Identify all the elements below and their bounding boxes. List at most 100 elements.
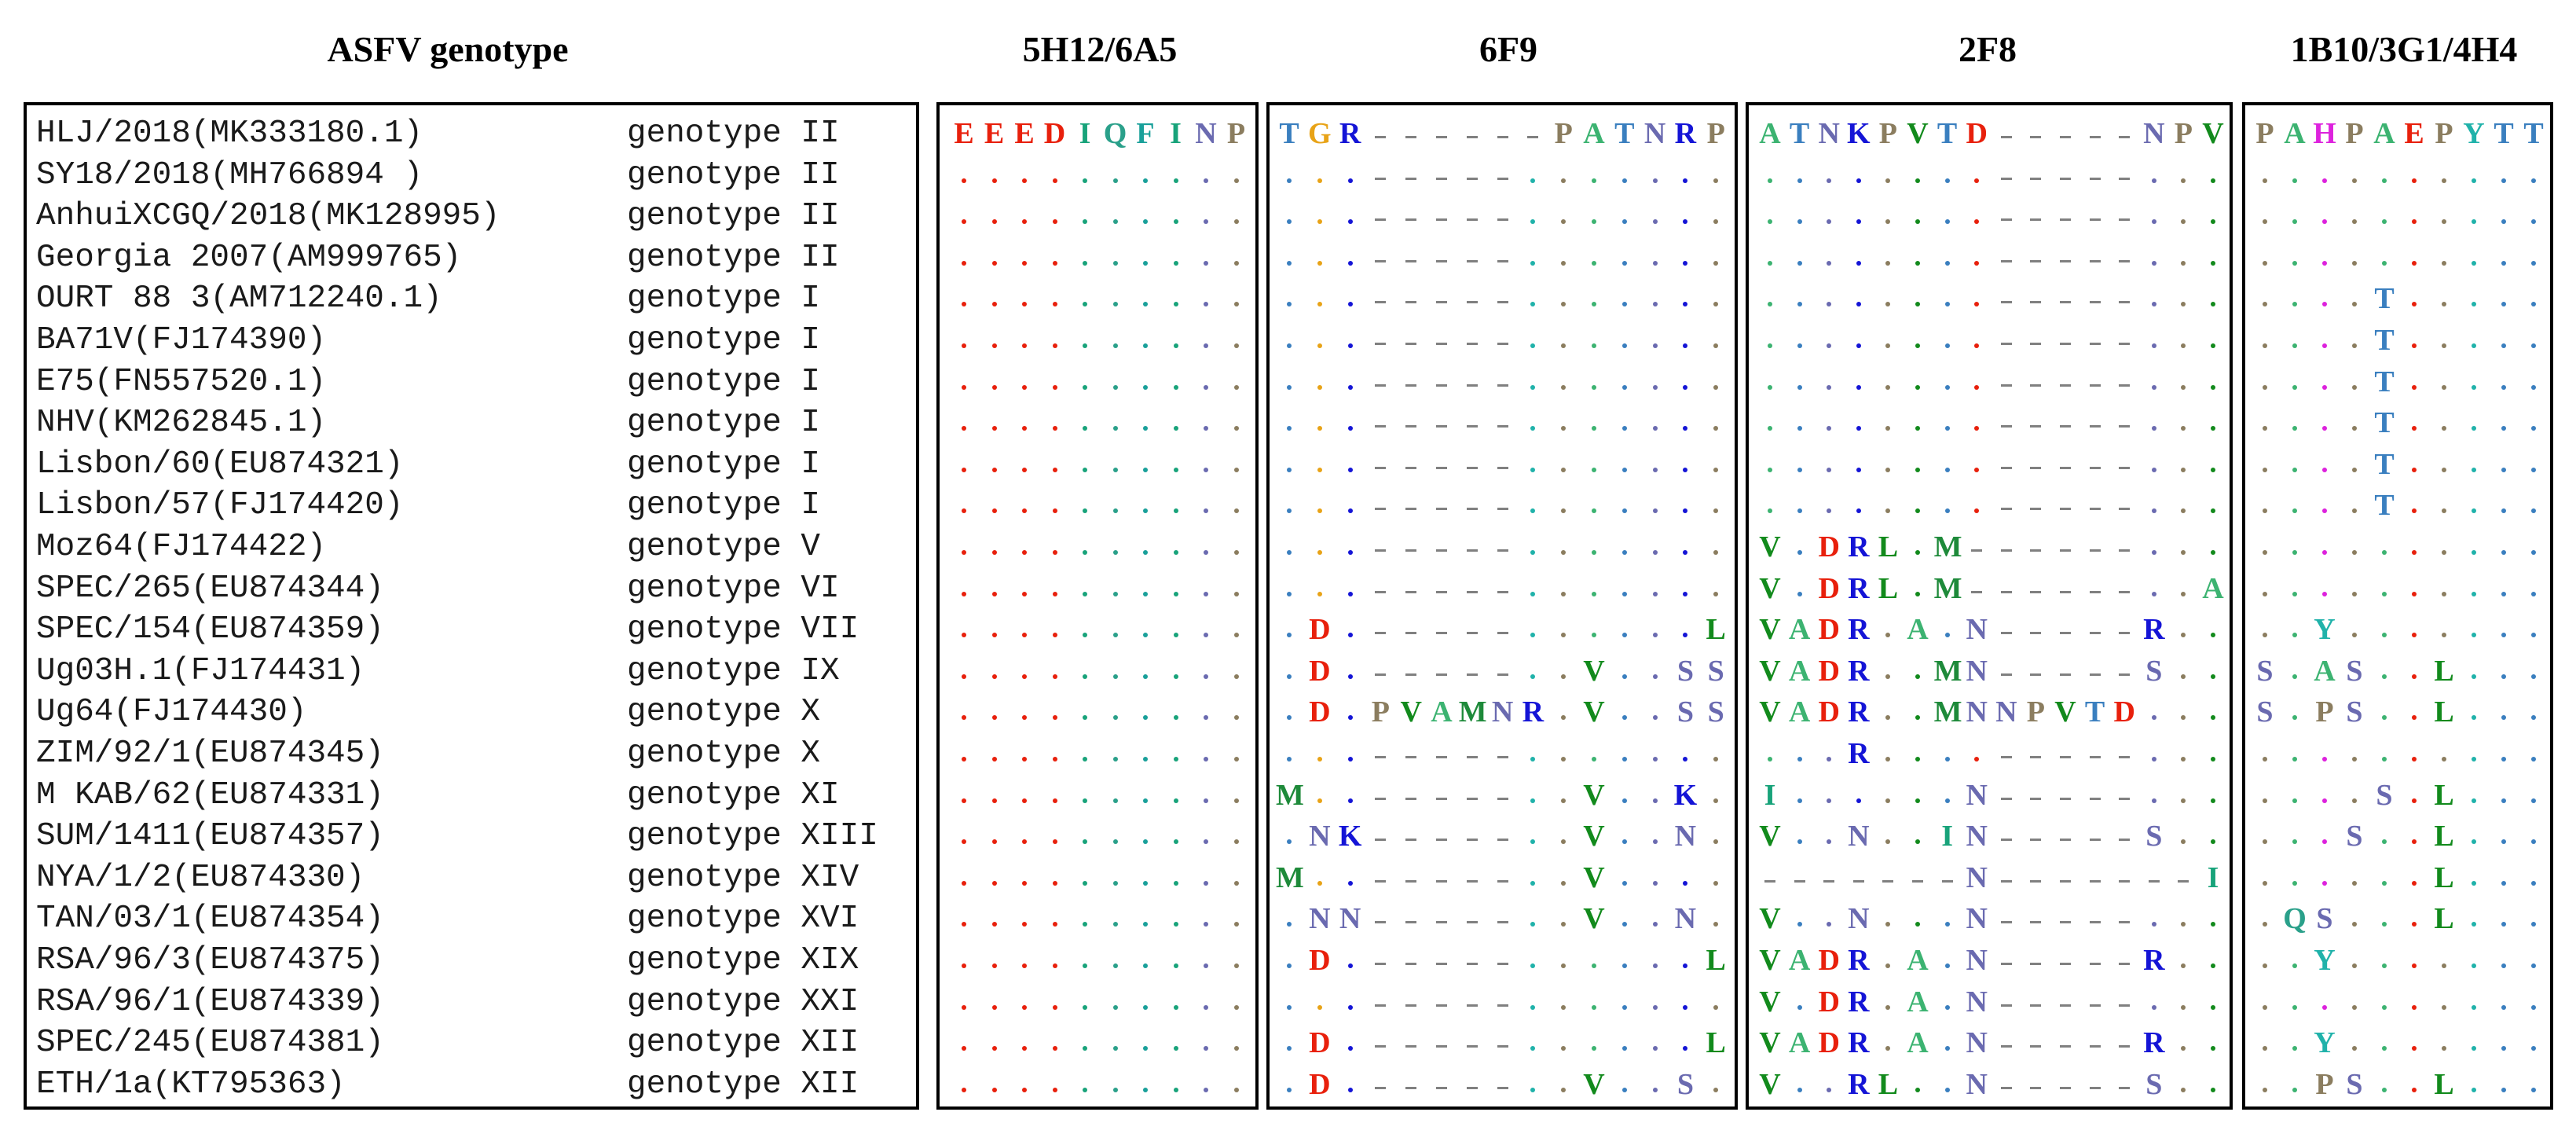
identity-dot xyxy=(1337,607,1364,651)
identity-dot-mark xyxy=(991,673,997,679)
identity-dot xyxy=(2431,401,2457,445)
identity-dot xyxy=(2461,401,2487,445)
identity-dot-mark xyxy=(2472,426,2476,431)
identity-dot xyxy=(1702,856,1729,900)
identity-dot-mark xyxy=(2211,633,2215,638)
identity-dot-mark xyxy=(1561,839,1566,845)
identity-dot-mark xyxy=(2151,343,2156,348)
identity-dot xyxy=(1132,153,1159,197)
identity-dot-mark xyxy=(2211,260,2215,266)
residue: M xyxy=(1933,571,1962,605)
identity-dot-mark xyxy=(2263,880,2267,886)
identity-dot xyxy=(2141,360,2167,404)
identity-dot-mark xyxy=(1561,302,1566,307)
gap-dash-mark xyxy=(2119,756,2131,758)
identity-dot xyxy=(2371,938,2398,982)
identity-dot-mark xyxy=(1713,839,1719,845)
identity-dot-mark xyxy=(991,1046,997,1051)
identity-dot-mark xyxy=(1713,550,1719,555)
identity-dot xyxy=(2311,153,2338,197)
gap-dash-mark xyxy=(2089,343,2101,345)
gap-dash xyxy=(2111,360,2138,404)
identity-dot-mark xyxy=(2531,302,2536,307)
identity-dot-mark xyxy=(1530,384,1536,390)
residue: M xyxy=(1933,695,1962,729)
identity-dot xyxy=(1642,153,1669,197)
identity-dot-mark xyxy=(2181,715,2186,721)
identity-dot-mark xyxy=(1530,1087,1536,1092)
identity-dot-mark xyxy=(2322,343,2327,348)
gap-dash xyxy=(1367,525,1394,569)
gap-dash xyxy=(1459,277,1486,321)
identity-dot xyxy=(1072,980,1098,1024)
identity-dot xyxy=(2461,236,2487,280)
identity-dot xyxy=(2520,277,2547,321)
identity-dot-mark xyxy=(1974,384,1980,390)
identity-dot-mark xyxy=(1915,673,1920,679)
identity-dot-mark xyxy=(1173,798,1178,803)
gap-dash-mark xyxy=(2119,921,2131,924)
gap-dash-mark xyxy=(2000,1086,2012,1089)
residue: T xyxy=(1789,117,1810,150)
gap-dash-mark xyxy=(2089,177,2101,180)
identity-dot-mark xyxy=(2263,591,2267,596)
gap-dash xyxy=(2111,732,2138,776)
identity-dot-mark xyxy=(1713,508,1719,514)
identity-dot-mark xyxy=(2352,963,2357,968)
identity-dot-mark xyxy=(1173,922,1178,927)
identity-dot xyxy=(2170,897,2197,941)
gap-dash xyxy=(1993,236,2020,280)
identity-dot-mark xyxy=(1592,219,1596,225)
gap-dash-mark xyxy=(2030,136,2042,138)
identity-dot xyxy=(1757,401,1783,445)
identity-dot xyxy=(2311,442,2338,486)
gap-dash xyxy=(2052,236,2079,280)
gap-dash-mark xyxy=(2089,921,2101,924)
identity-dot-mark xyxy=(1530,591,1536,596)
identity-dot-mark xyxy=(2263,343,2267,348)
identity-dot-mark xyxy=(2263,922,2267,927)
identity-dot-mark xyxy=(1944,260,1950,266)
gap-dash xyxy=(1398,567,1424,611)
identity-dot-mark xyxy=(2292,426,2297,431)
identity-dot xyxy=(1132,360,1159,404)
identity-dot xyxy=(1011,525,1038,569)
identity-dot-mark xyxy=(1530,343,1536,348)
identity-dot xyxy=(981,525,1008,569)
gap-dash xyxy=(1490,236,1516,280)
identity-dot xyxy=(2311,773,2338,817)
identity-dot xyxy=(1934,980,1961,1024)
identity-dot-mark xyxy=(2531,467,2536,472)
gap-dash-mark xyxy=(1375,590,1387,593)
identity-dot-mark xyxy=(1173,963,1178,968)
identity-dot xyxy=(1672,442,1698,486)
identity-dot xyxy=(2371,1062,2398,1106)
identity-dot xyxy=(2401,442,2428,486)
identity-dot xyxy=(1642,980,1669,1024)
identity-dot xyxy=(1163,980,1189,1024)
identity-dot xyxy=(2461,732,2487,776)
strain-genotype: genotype I xyxy=(627,281,821,317)
identity-dot xyxy=(1845,773,1872,817)
residue: T xyxy=(1614,117,1635,150)
identity-dot-mark xyxy=(1885,219,1891,225)
identity-dot xyxy=(2401,194,2428,238)
gap-dash-mark xyxy=(1497,879,1508,883)
identity-dot-mark xyxy=(2352,219,2357,225)
identity-dot xyxy=(1519,1021,1546,1065)
gap-dash-mark xyxy=(2060,466,2071,469)
alignment-row xyxy=(1749,236,2230,280)
identity-dot xyxy=(1276,938,1303,982)
identity-dot-mark xyxy=(1204,839,1208,845)
identity-dot xyxy=(1611,607,1638,651)
identity-dot-mark xyxy=(2322,591,2327,596)
identity-dot-mark xyxy=(1621,1046,1627,1051)
identity-dot xyxy=(2401,1062,2428,1106)
gap-dash-mark xyxy=(1405,797,1417,800)
alignment-row xyxy=(1270,318,1735,362)
identity-dot xyxy=(1672,1021,1698,1065)
alignment-row xyxy=(2245,236,2550,280)
identity-dot xyxy=(1611,1021,1638,1065)
identity-dot-mark xyxy=(1885,757,1891,762)
